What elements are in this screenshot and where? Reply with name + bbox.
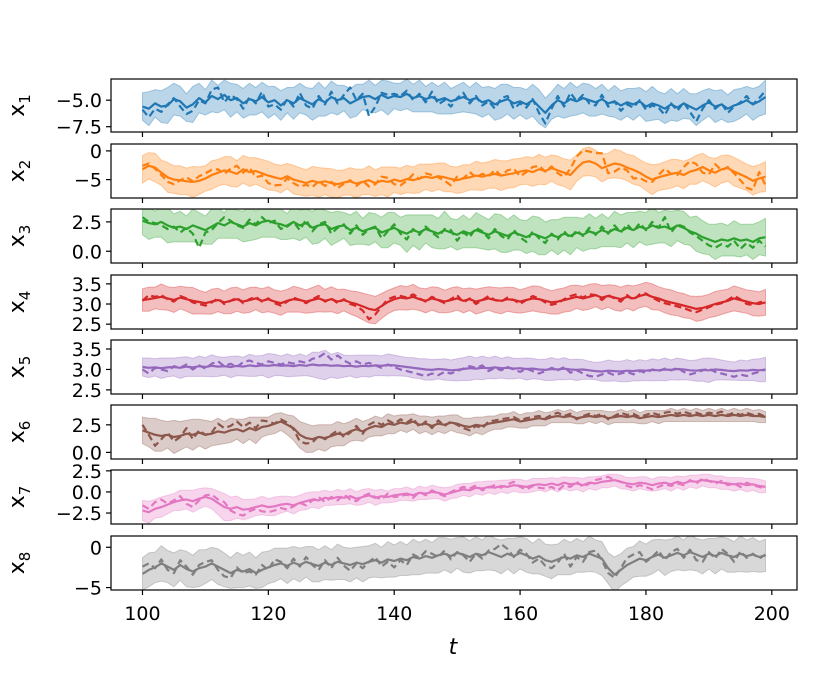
y-tick-label-3-2: 0.0 [72,241,102,263]
y-axis-label-main: x [5,104,30,117]
x-tick-label-2: 120 [250,603,286,625]
uncertainty-band-1 [142,79,766,129]
y-tick-label-7-1: 2.5 [72,461,102,483]
y-axis-label-1: x1 [5,94,34,117]
y-tick-label-3-1: 2.5 [72,212,102,234]
y-axis-label-main: x [5,430,30,443]
y-tick-label-4-2: 3.0 [72,294,102,316]
truth-line-6 [141,410,767,447]
y-tick-label-5-1: 3.5 [72,339,102,361]
y-axis-label-subscript: 8 [16,552,34,562]
y-axis-label-subscript: 7 [16,486,34,496]
axes-frame-6 [110,404,798,460]
subplot-3: 2.5 0.0 x3 [5,208,798,268]
y-tick-label-4-1: 3.5 [72,274,102,296]
y-axis-label-subscript: 5 [16,356,34,366]
subplot-2: 0 −5 x2 [5,141,798,203]
y-axis-label-4: x4 [5,291,34,314]
y-axis-label-subscript: 2 [16,160,34,170]
subplot-5: 3.53.02.5 x5 [5,339,798,402]
y-axis-label-main: x [5,169,30,182]
y-tick-label-7-2: 0.0 [72,482,102,504]
truth-line-5 [141,352,766,378]
y-tick-label-8-2: −5 [74,578,102,600]
subplot-8: 0 −5 x8 [5,535,798,600]
shared-x-axis: 100 120 140 160 180 200 [124,603,790,625]
y-axis-label-8: x8 [5,552,34,575]
axes-frame-1 [110,78,798,133]
truth-line-2 [142,149,767,192]
uncertainty-band-7 [142,473,766,524]
y-tick-label-6-2: 0.0 [72,442,102,464]
y-tick-label-2-2: −5 [74,170,102,192]
axes-frame-8 [110,535,798,591]
y-tick-label-1-1: −5.0 [56,90,102,112]
axes-frame-5 [110,339,798,395]
y-axis-label-7: x7 [5,486,34,509]
y-tick-label-1-2: −7.5 [56,117,102,139]
truth-line-1 [141,86,767,125]
y-tick-label-4-3: 2.5 [72,314,102,336]
x-tick-label-6: 200 [754,603,790,625]
y-axis-label-main: x [5,365,30,378]
axes-frame-7 [110,469,798,525]
y-axis-label-main: x [5,561,30,574]
y-tick-label-5-3: 2.5 [72,380,102,402]
y-axis-label-6: x6 [5,421,34,444]
x-tick-label-4: 160 [502,603,538,625]
y-axis-label-main: x [5,300,30,313]
y-tick-label-7-3: −2.5 [56,503,102,525]
y-axis-label-subscript: 6 [16,421,34,431]
y-axis-label-main: x [5,495,30,508]
mean-line-7 [142,479,766,514]
subplot-4: 3.53.02.5 x4 [5,274,798,336]
y-tick-label-6-1: 2.5 [72,415,102,437]
subplot-stack: −5.0−7.5x10−5x22.50.0x33.53.02.5x43.53.0… [5,78,798,600]
y-tick-label-8-1: 0 [90,537,102,559]
uncertainty-band-4 [142,281,766,325]
y-axis-label-subscript: 4 [16,291,34,301]
y-axis-label-5: x5 [5,356,34,379]
y-tick-label-2-1: 0 [90,141,102,163]
x-tick-label-1: 100 [124,603,160,625]
x-tick-label-5: 180 [628,603,664,625]
axes-frame-4 [110,274,798,330]
axes-frame-3 [110,208,798,264]
x-tick-label-3: 140 [376,603,412,625]
y-axis-label-subscript: 3 [16,225,34,235]
axes-frame-2 [110,143,798,199]
mean-line-4 [142,293,766,312]
truth-line-7 [141,475,766,517]
y-axis-label-2: x2 [5,160,34,183]
truth-line-8 [142,543,767,579]
y-axis-label-3: x3 [5,225,34,248]
uncertainty-band-8 [142,536,766,590]
x-axis-label: t [449,635,459,660]
y-axis-label-main: x [5,234,30,247]
y-tick-label-5-2: 3.0 [72,359,102,381]
subplot-6: 2.5 0.0 x6 [5,404,798,464]
subplot-1: −5.0 −7.5 x1 [5,78,798,139]
truth-line-3 [141,216,767,250]
subplot-7: 2.50.0−2.5 x7 [5,461,798,529]
uncertainty-band-6 [142,407,766,455]
y-axis-label-subscript: 1 [16,94,34,104]
